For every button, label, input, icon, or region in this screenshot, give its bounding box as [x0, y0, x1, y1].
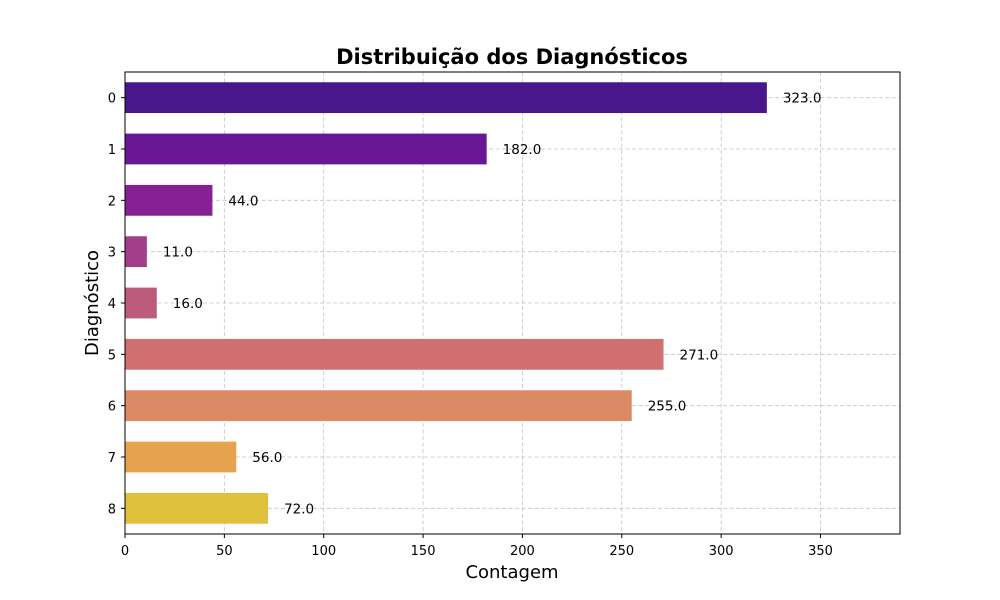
bar-8: [125, 492, 269, 524]
bar-3: [125, 236, 147, 268]
y-tick-label: 1: [108, 143, 116, 158]
bar-1: [125, 133, 487, 165]
chart-title: Distribuição dos Diagnósticos: [336, 45, 688, 69]
x-axis-ticks: 0 50 100 150 200 250 300 350: [121, 534, 833, 559]
x-tick-label: 50: [216, 544, 233, 559]
x-tick-label: 350: [808, 544, 833, 559]
data-label-8: 72.0: [284, 501, 314, 517]
x-tick-label: 150: [411, 544, 436, 559]
y-tick-label: 3: [108, 246, 116, 261]
data-label-6: 255.0: [648, 399, 687, 415]
x-axis-label: Contagem: [465, 562, 558, 583]
y-tick-label: 7: [108, 451, 116, 466]
bar-2: [125, 184, 213, 216]
data-label-1: 182.0: [503, 142, 542, 158]
data-label-0: 323.0: [783, 91, 822, 107]
x-tick-label: 250: [609, 544, 634, 559]
x-tick-label: 100: [311, 544, 336, 559]
data-label-7: 56.0: [252, 450, 282, 466]
data-label-4: 16.0: [173, 296, 203, 312]
y-axis-ticks: 0 1 2 3 4 5 6 7 8: [108, 92, 125, 517]
x-tick-label: 200: [510, 544, 535, 559]
y-tick-label: 6: [108, 400, 116, 415]
bar-7: [125, 441, 237, 473]
y-tick-label: 4: [108, 297, 116, 312]
bar-0: [125, 82, 767, 114]
y-tick-label: 2: [108, 194, 116, 209]
bar-5: [125, 338, 664, 370]
bars: [125, 82, 767, 524]
y-tick-label: 8: [108, 502, 116, 517]
data-label-2: 44.0: [228, 193, 258, 209]
y-axis-label: Diagnóstico: [82, 250, 103, 356]
data-label-3: 11.0: [163, 245, 193, 261]
data-labels: 323.0 182.0 44.0 11.0 16.0 271.0 255.0 56.0 72.0: [163, 91, 822, 518]
y-tick-label: 0: [108, 92, 116, 107]
x-tick-label: 0: [121, 544, 129, 559]
bar-6: [125, 390, 632, 422]
x-tick-label: 300: [709, 544, 734, 559]
y-tick-label: 5: [108, 348, 116, 363]
data-label-5: 271.0: [680, 347, 719, 363]
bar-4: [125, 287, 157, 319]
